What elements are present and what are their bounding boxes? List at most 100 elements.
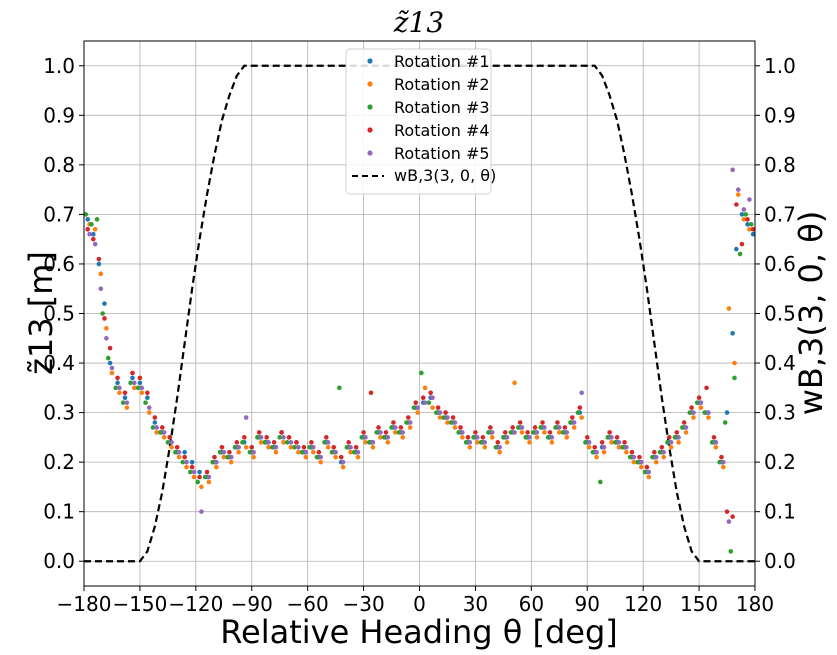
scatter-point [750,231,756,237]
scatter-point [406,415,411,420]
scatter-point [400,435,406,440]
x-tick-label: 60 [519,592,544,616]
legend-box [345,48,492,195]
y-axis-label-right: wB,3(3, 0, θ) [792,211,830,416]
scatter-point [515,425,521,430]
scatter-point [115,380,120,386]
scatter-point [726,306,732,311]
scatter-point [184,464,189,470]
scatter-point [445,420,450,425]
scatter-point [672,435,678,440]
scatter-point [486,430,491,435]
x-tick-label: −120 [168,592,223,616]
scatter-point [696,395,702,401]
y-tick-label-left: 0.8 [43,153,75,177]
scatter-point [258,440,264,445]
scatter-point [620,444,625,450]
scatter-point [530,430,536,435]
scatter-point [236,449,241,455]
scatter-point [525,430,530,435]
y-tick-label-right: 0.9 [764,103,796,127]
scatter-point [404,420,409,425]
scatter-point [273,449,279,455]
scatter-point [502,430,508,435]
scatter-point [107,360,113,366]
scatter-point [657,449,663,455]
scatter-point [724,509,730,514]
scatter-point [258,435,264,440]
y-tick-label-left: 0.9 [43,103,75,127]
scatter-point [661,449,666,455]
scatter-point [296,444,301,450]
scatter-point [624,444,629,450]
scatter-point [176,449,182,455]
scatter-point [741,207,747,212]
y-tick-label-left: 0.6 [43,252,75,276]
scatter-point [510,425,515,430]
scatter-point [325,440,331,445]
scatter-point [206,479,212,485]
x-tick-label: −150 [112,592,167,616]
scatter-point [392,425,398,430]
scatter-point [745,217,750,222]
scatter-point [389,425,394,430]
scatter-point [555,420,560,425]
x-tick-label: −60 [287,592,329,616]
scatter-point [96,261,102,267]
y-tick-label-right: 0.7 [764,202,796,226]
scatter-point [338,454,344,460]
scatter-point [706,415,711,420]
scatter-point [590,449,596,455]
scatter-point [132,380,137,386]
scatter-point [730,167,735,173]
scatter-point [448,420,454,425]
scatter-point [366,440,372,445]
y-tick-label-right: 0.1 [764,500,796,524]
scatter-point [683,430,689,435]
scatter-point [631,454,637,460]
scatter-point [174,444,180,450]
scatter-point [288,440,294,445]
scatter-point [542,430,547,435]
scatter-point [243,415,249,420]
scatter-point [227,449,232,455]
scatter-point [493,444,499,450]
scatter-point [333,449,338,455]
scatter-point [739,241,745,247]
scatter-point [117,390,122,396]
scatter-point [538,425,543,430]
scatter-point [430,395,435,401]
scatter-point [83,212,89,217]
scatter-point [173,449,178,455]
scatter-point [698,400,704,405]
scatter-point [594,449,599,455]
scatter-point [228,454,234,460]
y-tick-label-right: 0.8 [764,153,796,177]
scatter-point [167,435,173,440]
scatter-point [735,187,741,192]
scatter-point [512,430,517,435]
scatter-point [159,425,165,430]
scatter-point [737,251,743,257]
scatter-point [629,449,635,455]
scatter-point [241,435,247,440]
scatter-point [460,430,465,435]
scatter-point [264,435,269,440]
scatter-point [132,385,137,391]
legend-label-rotation-5: Rotation #5 [394,144,490,163]
scatter-point [199,484,204,490]
scatter-point [378,435,383,440]
y-ticks-left: 0.0 0.1 0.2 0.3 0.4 0.5 0.6 0.7 0.8 0.9 1.0 [43,54,84,573]
scatter-point [180,459,186,465]
chart-title: z̃13 [393,6,444,39]
scatter-point [340,459,346,465]
scatter-point [91,231,96,237]
scatter-point [579,415,584,420]
scatter-point [206,474,212,480]
scatter-point [674,430,680,435]
scatter-point [314,454,320,460]
scatter-point [94,217,100,222]
legend-label-rotation-3: Rotation #3 [394,98,490,117]
scatter-point [137,375,143,381]
scatter-point [517,420,523,425]
